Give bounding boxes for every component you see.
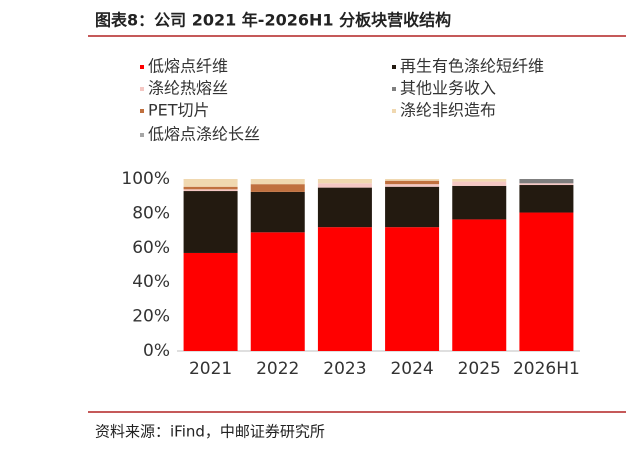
bar-segment: [385, 184, 440, 187]
bar-segment: [452, 181, 507, 186]
bar-segment: [385, 179, 440, 181]
x-tick-label: 2023: [323, 359, 366, 379]
bar-segment: [519, 179, 574, 184]
legend-label: 再生有色涤纶短纤维: [400, 57, 544, 76]
legend-label: 其他业务收入: [400, 79, 496, 98]
bar-segment: [317, 183, 372, 188]
legend-label: 低熔点涤纶长丝: [148, 125, 260, 144]
bar-segment: [250, 232, 305, 351]
x-tick-label: 2024: [390, 359, 433, 379]
bar-segment: [385, 180, 440, 185]
bar-segment: [452, 219, 507, 351]
bar-segment: [183, 189, 238, 192]
bar-segment: [519, 212, 574, 351]
legend-label: PET切片: [148, 101, 210, 120]
legend-marker: [140, 65, 144, 69]
legend-marker: [392, 87, 396, 91]
x-tick-label: 2021: [189, 359, 232, 379]
bar-segment: [452, 185, 507, 220]
bar-segment: [317, 227, 372, 351]
legend-marker: [392, 109, 396, 113]
bar-segment: [519, 185, 574, 213]
bar-segment: [183, 252, 238, 351]
bar-segment: [385, 227, 440, 351]
legend-marker: [392, 65, 396, 69]
legend-label: 涤纶非织造布: [400, 101, 496, 120]
x-tick-label: 2025: [458, 359, 501, 379]
bar-segment: [519, 183, 574, 186]
y-tick-label: 60%: [132, 238, 170, 258]
bar-segment: [317, 187, 372, 228]
legend-marker: [140, 87, 144, 91]
y-tick-label: 40%: [132, 272, 170, 292]
bar-segment: [183, 179, 238, 187]
source: 资料来源：iFind，中邮证券研究所: [95, 423, 325, 441]
bar-segment: [317, 179, 372, 184]
bar-segment: [250, 191, 305, 233]
bar-segment: [452, 179, 507, 182]
bar-segment: [250, 184, 305, 192]
legend-marker: [140, 109, 144, 113]
legend-label: 低熔点纤维: [148, 57, 228, 76]
y-tick-label: 100%: [121, 169, 170, 189]
x-tick-label: 2022: [256, 359, 299, 379]
title: 图表8：公司 2021 年-2026H1 分板块营收结构: [95, 11, 451, 30]
bar-segment: [183, 191, 238, 253]
legend-label: 涤纶热熔丝: [148, 79, 228, 98]
bar-segment: [183, 186, 238, 190]
legend-marker: [140, 133, 144, 137]
y-tick-label: 80%: [132, 203, 170, 223]
x-tick-label: 2026H1: [513, 359, 580, 379]
bar-segment: [385, 186, 440, 228]
y-tick-label: 20%: [132, 307, 170, 327]
y-tick-label: 0%: [143, 341, 170, 361]
bar-segment: [250, 179, 305, 185]
